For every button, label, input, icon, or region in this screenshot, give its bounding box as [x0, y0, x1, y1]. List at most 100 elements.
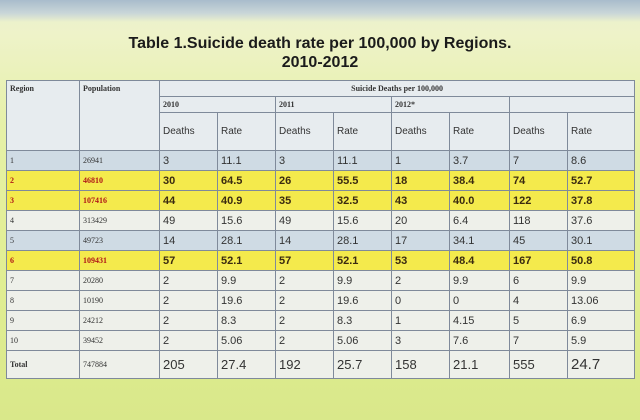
deaths-cell: 3 — [159, 150, 218, 171]
deaths-cell: 57 — [275, 250, 334, 271]
deaths-cell: 6 — [509, 270, 568, 291]
deaths-cell: 30 — [159, 170, 218, 191]
deaths-cell: 3 — [391, 330, 450, 351]
rate-cell: 9.9 — [217, 270, 276, 291]
deaths-cell: 158 — [391, 350, 450, 379]
header-year-blank — [508, 96, 636, 113]
deaths-cell: 7 — [509, 330, 568, 351]
population-cell: 747884 — [79, 350, 160, 379]
table-row: 8 10190 2 19.6 2 19.6 0 0 4 13.06 — [6, 290, 636, 311]
population-cell: 39452 — [79, 330, 160, 351]
rate-cell: 52.1 — [333, 250, 392, 271]
table-row: 4 313429 49 15.6 49 15.6 20 6.4 118 37.6 — [6, 210, 636, 231]
header-suicide-deaths: Suicide Deaths per 100,000 — [158, 80, 636, 97]
rate-cell: 64.5 — [217, 170, 276, 191]
rate-cell: 52.7 — [566, 170, 636, 191]
deaths-cell: 167 — [509, 250, 568, 271]
table-row: 7 20280 2 9.9 2 9.9 2 9.9 6 9.9 — [6, 270, 636, 291]
rate-cell: 19.6 — [333, 290, 392, 311]
deaths-cell: 192 — [275, 350, 334, 379]
table-row: 3 107416 44 40.9 35 32.5 43 40.0 122 37.8 — [6, 190, 636, 211]
rate-cell: 5.9 — [566, 330, 636, 351]
rate-cell: 37.8 — [566, 190, 636, 211]
deaths-cell: 0 — [391, 290, 450, 311]
subheader-rate: Rate — [566, 112, 636, 151]
rate-cell: 8.3 — [333, 310, 392, 331]
deaths-cell: 2 — [275, 290, 334, 311]
deaths-cell: 17 — [391, 230, 450, 251]
deaths-cell: 43 — [391, 190, 450, 211]
header-population: Population — [79, 80, 160, 151]
rate-cell: 5.06 — [333, 330, 392, 351]
rate-cell: 30.1 — [566, 230, 636, 251]
header-year-2010: 2010 — [159, 96, 276, 113]
deaths-cell: 14 — [275, 230, 334, 251]
rate-cell: 25.7 — [333, 350, 392, 379]
header-year-2012: 2012* — [391, 96, 510, 113]
rate-cell: 15.6 — [217, 210, 276, 231]
rate-cell: 37.6 — [566, 210, 636, 231]
region-cell: 7 — [6, 270, 80, 291]
population-cell: 313429 — [79, 210, 160, 231]
population-cell: 109431 — [79, 250, 160, 271]
slide-top-band — [0, 0, 640, 22]
subheader-deaths: Deaths — [275, 112, 334, 151]
deaths-cell: 2 — [159, 290, 218, 311]
deaths-cell: 5 — [509, 310, 568, 331]
rate-cell: 15.6 — [333, 210, 392, 231]
rate-cell: 8.6 — [566, 150, 636, 171]
subheader-rate: Rate — [217, 112, 276, 151]
table-row: 1 26941 3 11.1 3 11.1 1 3.7 7 8.6 — [6, 150, 636, 171]
region-cell: 1 — [6, 150, 80, 171]
population-cell: 26941 — [79, 150, 160, 171]
table-row: 5 49723 14 28.1 14 28.1 17 34.1 45 30.1 — [6, 230, 636, 251]
rate-cell: 9.9 — [449, 270, 510, 291]
rate-cell: 6.4 — [449, 210, 510, 231]
deaths-cell: 2 — [159, 310, 218, 331]
header-region: Region — [6, 80, 80, 151]
population-cell: 20280 — [79, 270, 160, 291]
rate-cell: 11.1 — [217, 150, 276, 171]
deaths-cell: 1 — [391, 310, 450, 331]
region-cell: 3 — [6, 190, 80, 211]
region-cell: Total — [6, 350, 80, 379]
rate-cell: 28.1 — [217, 230, 276, 251]
deaths-cell: 35 — [275, 190, 334, 211]
population-cell: 24212 — [79, 310, 160, 331]
deaths-cell: 20 — [391, 210, 450, 231]
rate-cell: 3.7 — [449, 150, 510, 171]
deaths-cell: 7 — [509, 150, 568, 171]
rate-cell: 0 — [449, 290, 510, 311]
deaths-cell: 2 — [275, 330, 334, 351]
rate-cell: 52.1 — [217, 250, 276, 271]
subheader-rate: Rate — [449, 112, 510, 151]
deaths-cell: 2 — [391, 270, 450, 291]
rate-cell: 6.9 — [566, 310, 636, 331]
deaths-cell: 122 — [509, 190, 568, 211]
population-cell: 10190 — [79, 290, 160, 311]
deaths-cell: 2 — [275, 270, 334, 291]
region-cell: 4 — [6, 210, 80, 231]
rate-cell: 8.3 — [217, 310, 276, 331]
rate-cell: 28.1 — [333, 230, 392, 251]
subheader-deaths: Deaths — [159, 112, 218, 151]
table-row: 2 46810 30 64.5 26 55.5 18 38.4 74 52.7 — [6, 170, 636, 191]
rate-cell: 32.5 — [333, 190, 392, 211]
deaths-cell: 205 — [159, 350, 218, 379]
region-cell: 8 — [6, 290, 80, 311]
deaths-cell: 555 — [509, 350, 568, 379]
deaths-cell: 49 — [275, 210, 334, 231]
deaths-cell: 74 — [509, 170, 568, 191]
rate-cell: 5.06 — [217, 330, 276, 351]
deaths-cell: 44 — [159, 190, 218, 211]
population-cell: 49723 — [79, 230, 160, 251]
deaths-cell: 53 — [391, 250, 450, 271]
population-cell: 46810 — [79, 170, 160, 191]
rate-cell: 7.6 — [449, 330, 510, 351]
rate-cell: 11.1 — [333, 150, 392, 171]
deaths-cell: 14 — [159, 230, 218, 251]
suicide-rate-table: Region Population Suicide Deaths per 100… — [6, 80, 636, 379]
deaths-cell: 49 — [159, 210, 218, 231]
rate-cell: 34.1 — [449, 230, 510, 251]
subheader-deaths: Deaths — [509, 112, 568, 151]
